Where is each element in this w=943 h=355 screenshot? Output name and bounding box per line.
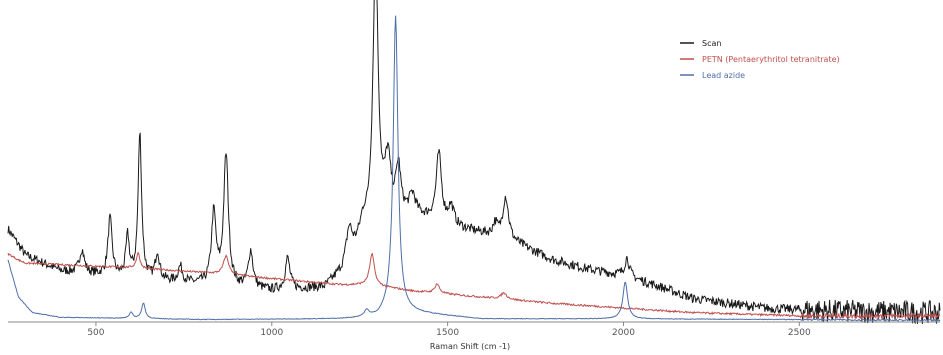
x-tick-label: 2500 [788,328,811,338]
x-tick-label: 1000 [260,328,283,338]
series-line-0 [7,0,941,324]
x-tick-label: 1500 [436,328,459,338]
series-line-2 [7,15,941,322]
series-layer [7,0,941,324]
legend-label: Lead azide [702,71,745,80]
x-axis-ticks: 500 1000 1500 2000 2500 [87,322,811,338]
series-line-1 [7,251,941,320]
x-axis-title: Raman Shift (cm -1) [430,342,510,351]
legend-label: PETN (Pentaerythritol tetranitrate) [702,55,840,64]
legend-label: Scan [702,39,721,48]
x-tick-label: 500 [87,328,104,338]
x-tick-label: 2000 [612,328,635,338]
legend: Scan PETN (Pentaerythritol tetranitrate) L… [680,39,840,80]
